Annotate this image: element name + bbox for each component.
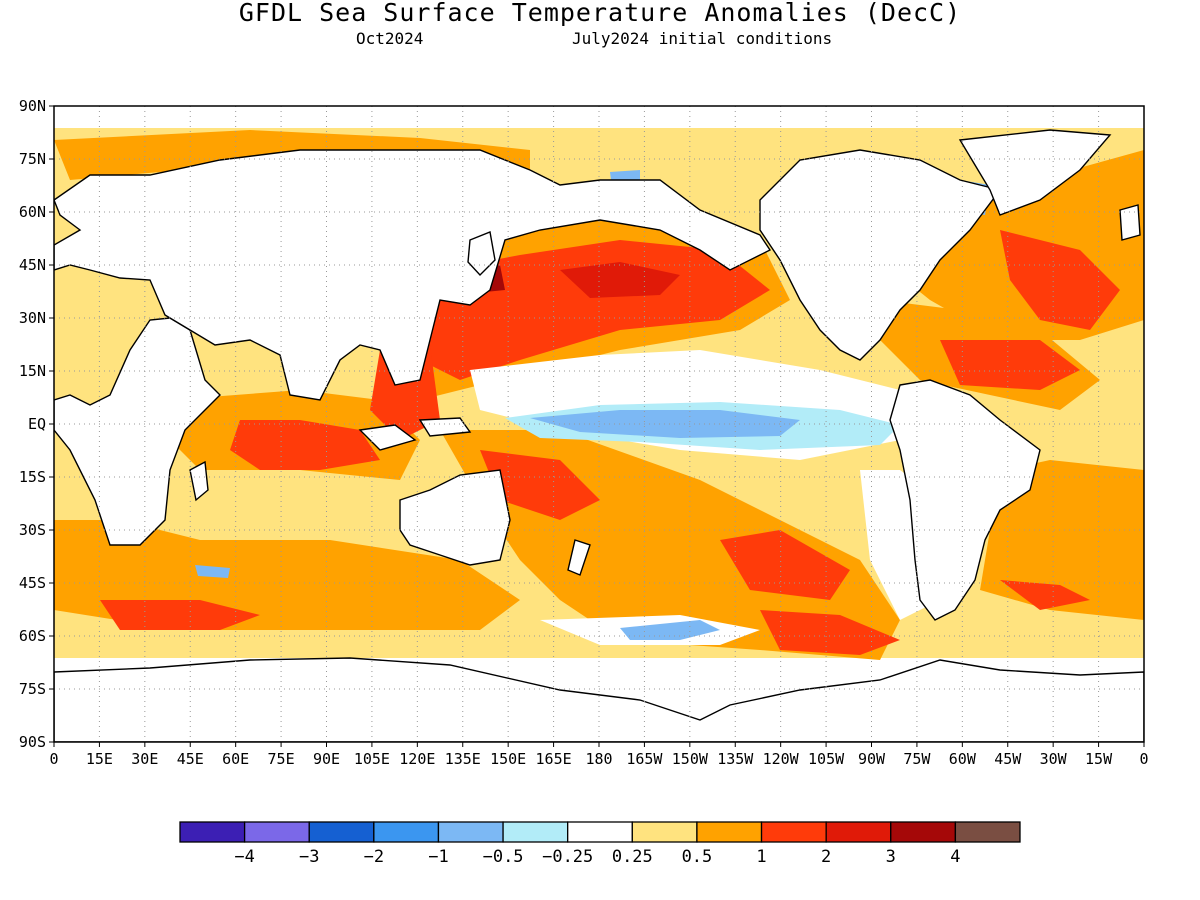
lon-tick-label: 105W: [808, 750, 845, 768]
lon-tick-label: 90W: [858, 750, 886, 768]
lon-tick-label: 15E: [86, 750, 113, 768]
north-america-landmass: [759, 149, 1002, 361]
lon-tick-label: 75W: [903, 750, 931, 768]
legend-swatch: [373, 821, 440, 843]
strong-warm-cores: [100, 230, 1120, 655]
grid-lines: [54, 106, 1144, 742]
legend-label: 3: [886, 847, 896, 867]
lon-tick-label: 60W: [949, 750, 977, 768]
lon-tick-label: 165E: [536, 750, 572, 768]
lat-tick-label: 60S: [19, 627, 46, 645]
legend-swatch: [890, 821, 957, 843]
lat-tick-label: 90S: [19, 733, 46, 751]
legend-label: −2: [364, 847, 384, 867]
legend-label: 0.25: [612, 847, 653, 867]
legend-label: −0.25: [542, 847, 593, 867]
lon-tick-label: 135W: [717, 750, 754, 768]
legend-label: −0.5: [483, 847, 524, 867]
lon-tick-label: 45E: [177, 750, 204, 768]
lon-tick-label: 150W: [672, 750, 709, 768]
lon-tick-label: 135E: [445, 750, 481, 768]
lon-tick-label: 120E: [399, 750, 435, 768]
legend-swatch: [825, 821, 892, 843]
legend-label: 1: [756, 847, 766, 867]
lat-tick-label: 15S: [19, 468, 46, 486]
legend-label: −1: [428, 847, 448, 867]
land-masses: [54, 129, 1144, 742]
legend-label: 2: [821, 847, 831, 867]
lat-tick-label: 90N: [19, 97, 46, 115]
legend-swatch: [631, 821, 698, 843]
lon-tick-label: 105E: [354, 750, 390, 768]
lon-tick-label: 75E: [268, 750, 295, 768]
lon-tick-label: 45W: [994, 750, 1022, 768]
longitude-axis: 0 15E 30E 45E 60E 75E 90E 105E 120E 135E 150E 165E 1…: [49, 742, 1149, 768]
lat-tick-label: 30N: [19, 309, 46, 327]
lon-tick-label: 90E: [313, 750, 340, 768]
lat-tick-label: 75S: [19, 680, 46, 698]
legend-label: −3: [299, 847, 319, 867]
valid-month-label: Oct2024: [356, 29, 424, 48]
lat-tick-label: EQ: [28, 415, 46, 433]
legend-swatch: [567, 821, 633, 843]
legend-label: 4: [950, 847, 960, 867]
lat-tick-label: 75N: [19, 150, 46, 168]
lat-tick-label: 45N: [19, 256, 46, 274]
legend-swatch: [179, 821, 246, 843]
south-america-landmass: [889, 379, 1041, 621]
lon-tick-label: 180: [585, 750, 612, 768]
lon-tick-label: 0: [1139, 750, 1148, 768]
lon-tick-label: 0: [49, 750, 58, 768]
australia-landmass: [399, 469, 511, 566]
color-legend: −4 −3 −2 −1 −0.5 −0.25 0.25 0.5 1 2 3 4: [179, 821, 1021, 867]
legend-swatch: [308, 821, 375, 843]
lon-tick-label: 30W: [1040, 750, 1068, 768]
legend-label: 0.5: [682, 847, 713, 867]
lat-tick-label: 15N: [19, 362, 46, 380]
lat-tick-label: 30S: [19, 521, 46, 539]
legend-label: −4: [234, 847, 254, 867]
greenland-landmass: [958, 129, 1112, 216]
latitude-axis: 90N 75N 60N 45N 30N 15N EQ 15S 30S 45S 60S 75S 90S: [19, 97, 54, 751]
lon-tick-label: 15W: [1085, 750, 1113, 768]
legend-swatch: [502, 821, 569, 843]
lat-tick-label: 45S: [19, 574, 46, 592]
init-conditions-label: July2024 initial conditions: [572, 29, 833, 48]
lon-tick-label: 30E: [131, 750, 158, 768]
legend-swatch: [437, 821, 504, 843]
lon-tick-label: 60E: [222, 750, 249, 768]
lon-tick-label: 150E: [490, 750, 526, 768]
legend-swatch: [696, 821, 763, 843]
map-title: GFDL Sea Surface Temperature Anomalies (…: [238, 0, 962, 27]
eurasia-landmass: [54, 149, 772, 401]
legend-swatch: [760, 821, 827, 843]
lat-tick-label: 60N: [19, 203, 46, 221]
lon-tick-label: 120W: [763, 750, 800, 768]
legend-swatch: [243, 821, 310, 843]
lon-tick-label: 165W: [626, 750, 663, 768]
africa-landmass: [54, 317, 221, 546]
legend-swatch: [954, 821, 1021, 843]
